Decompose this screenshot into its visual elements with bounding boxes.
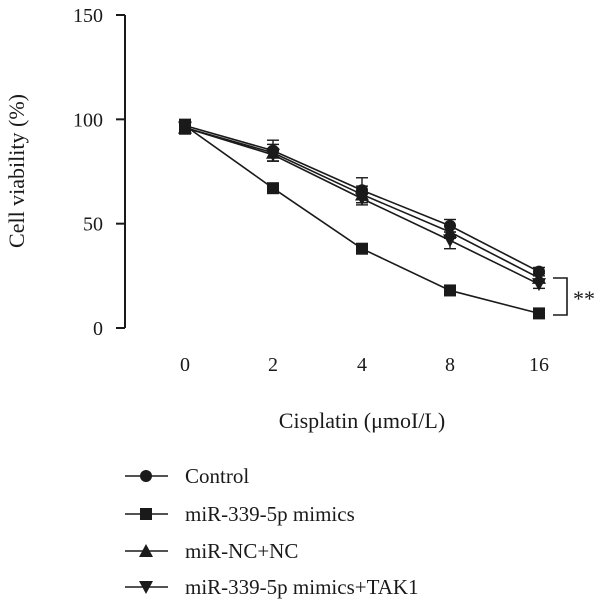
data-point — [532, 278, 546, 292]
legend: Control miR-339-5p mimics miR-NC+NC miR-339… — [125, 464, 419, 599]
series-2 — [179, 119, 545, 320]
legend-label: miR-339-5p mimics+TAK1 — [185, 575, 419, 599]
series-line — [184, 126, 540, 285]
legend-marker — [139, 544, 153, 557]
legend-item: miR-339-5p mimics — [125, 502, 355, 526]
y-tick-label: 100 — [73, 109, 103, 131]
series-line — [184, 124, 540, 315]
legend-item: miR-339-5p mimics+TAK1 — [125, 575, 419, 599]
legend-item: miR-NC+NC — [125, 539, 298, 563]
legend-marker — [139, 581, 153, 594]
x-tick-label: 4 — [357, 354, 367, 376]
legend-label: miR-339-5p mimics — [185, 502, 355, 526]
legend-marker — [140, 508, 152, 520]
data-point — [356, 242, 368, 255]
data-point — [267, 182, 279, 195]
plot-area — [178, 118, 546, 320]
series-4 — [178, 120, 546, 292]
x-ticks: 0 2 4 8 16 — [180, 354, 549, 376]
y-axis: 0 50 100 150 — [73, 5, 126, 340]
y-tick-label: 0 — [93, 318, 103, 340]
data-point — [533, 307, 545, 320]
significance-label: ** — [573, 286, 595, 311]
x-tick-label: 16 — [529, 354, 549, 376]
x-axis-title: Cisplatin (μmoI/L) — [279, 408, 445, 433]
data-point — [355, 192, 369, 206]
data-point — [443, 234, 457, 248]
y-tick-label: 50 — [83, 214, 103, 236]
legend-marker — [140, 470, 152, 482]
significance-bracket-line — [553, 277, 568, 316]
y-tick-label: 150 — [73, 5, 103, 27]
significance-bracket: ** — [553, 277, 595, 316]
data-point — [444, 284, 456, 297]
x-tick-label: 2 — [268, 354, 278, 376]
y-axis-title: Cell viability (%) — [4, 94, 29, 248]
legend-label: Control — [185, 464, 249, 488]
data-point — [266, 148, 280, 162]
x-axis: 0 2 4 8 16 — [180, 354, 549, 376]
x-tick-label: 0 — [180, 354, 190, 376]
x-tick-label: 8 — [445, 354, 455, 376]
legend-label: miR-NC+NC — [185, 539, 298, 563]
y-ticks: 0 50 100 150 — [73, 5, 125, 340]
legend-item: Control — [125, 464, 249, 488]
data-point — [178, 121, 192, 135]
